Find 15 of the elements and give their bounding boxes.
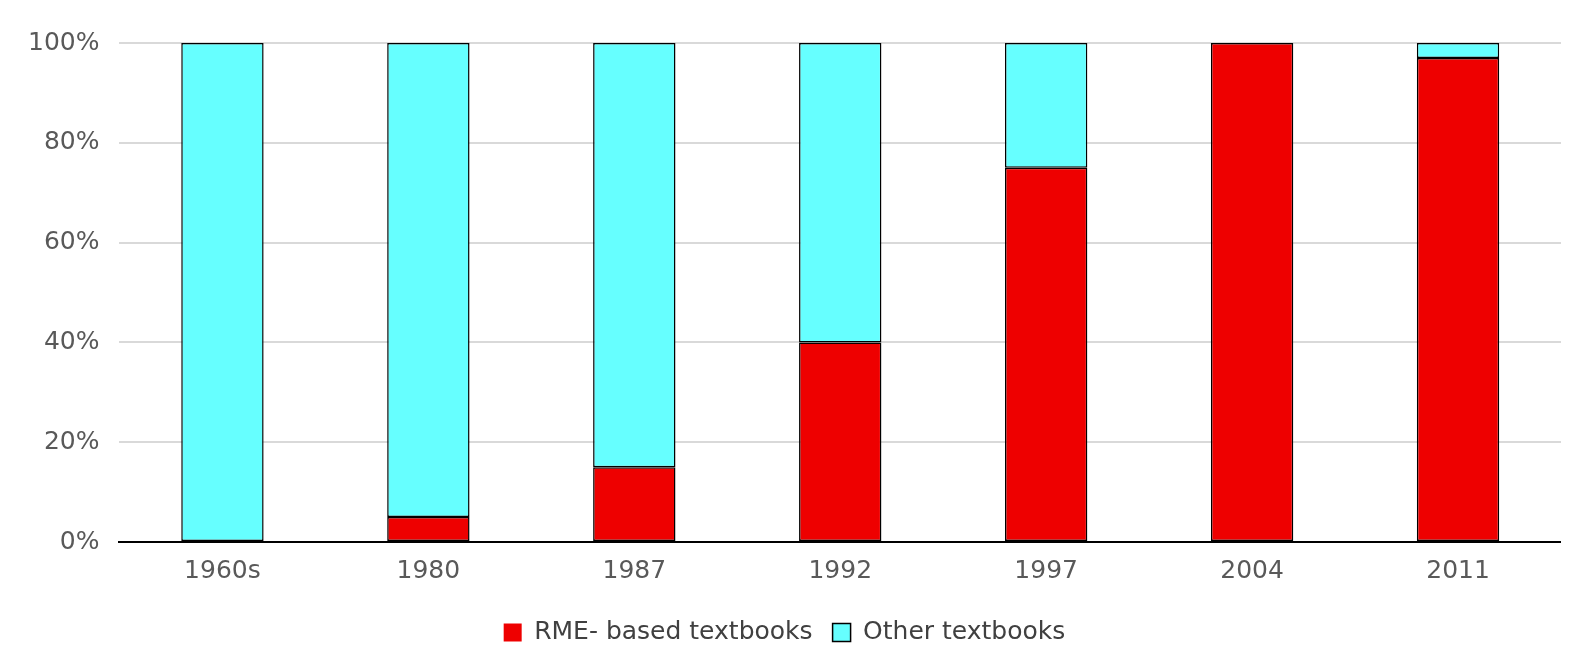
x-tick-label: 1987 <box>602 554 667 584</box>
x-tick-label: 1997 <box>1014 554 1078 584</box>
x-tick-label: 1980 <box>396 554 461 584</box>
x-tick-label: 2004 <box>1220 554 1284 584</box>
x-tick-label: 1960s <box>184 554 261 584</box>
x-tick-label: 2011 <box>1426 554 1490 584</box>
y-tick-label: 0% <box>59 525 100 555</box>
x-tick-label: 1992 <box>808 554 873 584</box>
y-tick-label: 100% <box>27 26 100 56</box>
y-tick-label: 40% <box>43 325 100 355</box>
legend-label: RME- based textbooks <box>534 616 813 645</box>
y-tick-label: 20% <box>43 425 100 455</box>
y-tick-label: 80% <box>43 126 100 156</box>
legend-label: Other textbooks <box>863 616 1066 645</box>
y-tick-label: 60% <box>43 226 100 256</box>
